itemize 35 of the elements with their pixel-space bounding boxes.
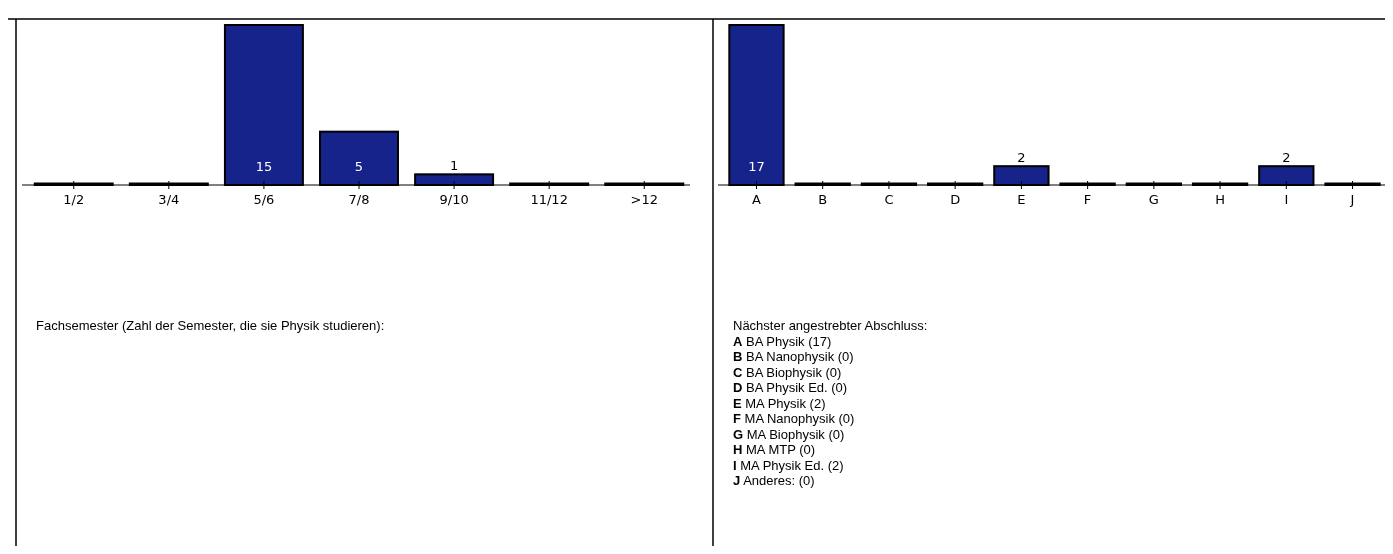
- x-tick-label: >12: [630, 192, 658, 207]
- x-tick-label: 7/8: [348, 192, 370, 207]
- x-tick-label: 1/2: [63, 192, 85, 207]
- text: H MA MTP (0): [733, 442, 816, 457]
- text: I MA Physik Ed. (2): [733, 457, 844, 473]
- x-tick-label: 3/4: [158, 192, 180, 207]
- data-label: 2: [1282, 150, 1291, 166]
- data-label: 17: [748, 159, 765, 174]
- text: Nächster angestrebter Abschluss:: [733, 318, 928, 333]
- x-tick-label: I: [1284, 192, 1289, 207]
- text: J Anderes: (0): [733, 473, 815, 488]
- text: F MA Nanophysik (0): [733, 411, 855, 426]
- x-tick-label: G: [1148, 192, 1159, 207]
- x-tick-label: D: [950, 192, 961, 207]
- text: A BA Physik (17): [733, 333, 832, 349]
- x-tick-label: C: [884, 192, 894, 207]
- x-tick-label: H: [1215, 192, 1225, 207]
- text: B BA Nanophysik (0): [733, 349, 854, 364]
- data-label: 1: [449, 158, 459, 174]
- x-tick-label: 5/6: [253, 192, 275, 207]
- data-label: 2: [1017, 150, 1026, 166]
- text: E MA Physik (2): [733, 395, 826, 411]
- x-tick-label: 9/10: [439, 192, 469, 207]
- text: G MA Biophysik (0): [733, 426, 845, 442]
- text: D BA Physik Ed. (0): [733, 380, 848, 395]
- x-tick-label: B: [818, 192, 828, 207]
- data-label: 15: [255, 159, 273, 174]
- x-tick-label: F: [1083, 192, 1092, 207]
- x-tick-label: E: [1017, 192, 1026, 207]
- x-tick-label: A: [752, 192, 762, 207]
- data-label: 5: [354, 159, 364, 174]
- x-tick-label: J: [1349, 192, 1355, 207]
- x-tick-label: 11/12: [530, 192, 568, 207]
- text: Fachsemester (Zahl der Semester, die sie Physik studieren):: [36, 318, 385, 333]
- text: C BA Biophysik (0): [733, 364, 842, 380]
